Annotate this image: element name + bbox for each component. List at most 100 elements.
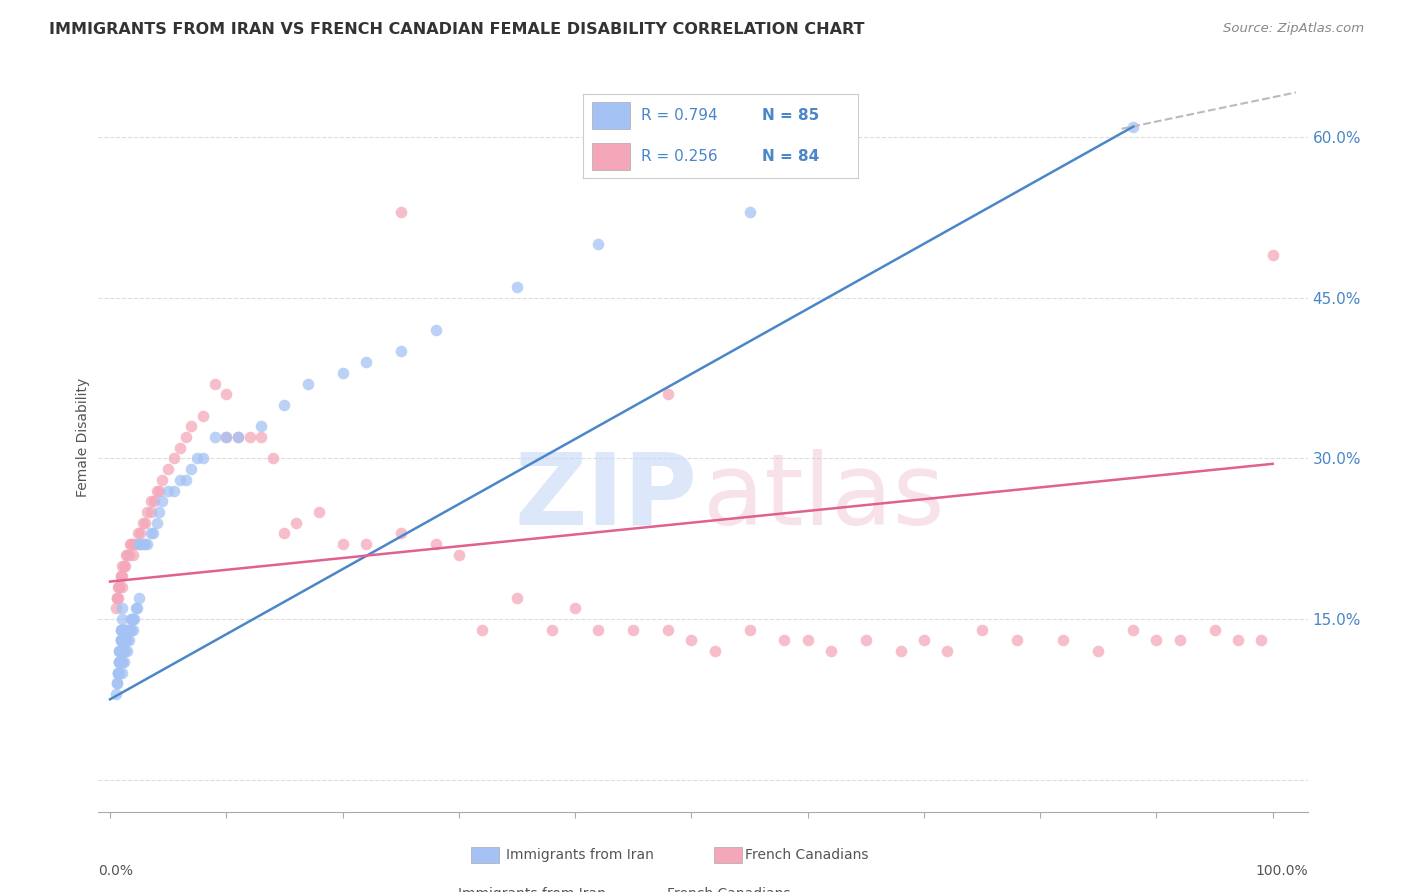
Point bbox=[180, 419, 202, 434]
Point bbox=[110, 644, 132, 658]
Text: Immigrants from Iran: Immigrants from Iran bbox=[506, 847, 654, 862]
Point bbox=[425, 537, 447, 551]
Point bbox=[215, 430, 238, 444]
Point bbox=[129, 537, 152, 551]
Point bbox=[117, 548, 139, 562]
Point bbox=[136, 505, 159, 519]
Point bbox=[588, 623, 610, 637]
Point bbox=[1168, 633, 1191, 648]
Point bbox=[115, 548, 138, 562]
Point bbox=[191, 409, 214, 423]
Point bbox=[118, 537, 141, 551]
Point bbox=[110, 623, 132, 637]
Text: N = 85: N = 85 bbox=[762, 108, 818, 123]
Point bbox=[111, 644, 134, 658]
Point bbox=[111, 655, 134, 669]
Point bbox=[114, 633, 136, 648]
Point bbox=[107, 665, 129, 680]
Point bbox=[471, 623, 494, 637]
Point bbox=[169, 473, 191, 487]
Point bbox=[157, 483, 180, 498]
Point bbox=[111, 569, 134, 583]
Point bbox=[142, 526, 165, 541]
Point bbox=[128, 537, 150, 551]
Point bbox=[506, 280, 529, 294]
Point bbox=[117, 644, 139, 658]
Point bbox=[139, 494, 162, 508]
Point bbox=[139, 505, 162, 519]
Text: French Canadians: French Canadians bbox=[666, 887, 790, 892]
Point bbox=[389, 205, 412, 219]
Point bbox=[105, 676, 128, 690]
Point bbox=[506, 591, 529, 605]
Point bbox=[621, 623, 644, 637]
Point bbox=[1144, 633, 1167, 648]
Point bbox=[124, 612, 146, 626]
Point bbox=[105, 591, 128, 605]
Point bbox=[564, 601, 586, 615]
Point bbox=[110, 569, 132, 583]
Point bbox=[226, 430, 249, 444]
Point bbox=[738, 205, 761, 219]
Point bbox=[1204, 623, 1226, 637]
Text: French Canadians: French Canadians bbox=[745, 847, 869, 862]
Point bbox=[112, 655, 135, 669]
Point bbox=[1122, 120, 1144, 134]
Point bbox=[124, 537, 146, 551]
Point bbox=[112, 644, 135, 658]
Point bbox=[112, 558, 135, 573]
Point bbox=[120, 623, 142, 637]
Point bbox=[262, 451, 284, 466]
Point bbox=[297, 376, 319, 391]
Text: R = 0.794: R = 0.794 bbox=[641, 108, 717, 123]
Point bbox=[108, 655, 131, 669]
Point bbox=[657, 387, 679, 401]
Point bbox=[111, 612, 134, 626]
Point bbox=[180, 462, 202, 476]
Point bbox=[112, 623, 135, 637]
Point bbox=[226, 430, 249, 444]
Point bbox=[1226, 633, 1249, 648]
Point bbox=[425, 323, 447, 337]
Point bbox=[796, 633, 818, 648]
Point bbox=[1052, 633, 1074, 648]
Point bbox=[136, 537, 159, 551]
Point bbox=[681, 633, 703, 648]
Point bbox=[191, 451, 214, 466]
Point bbox=[1261, 248, 1284, 262]
Point bbox=[890, 644, 912, 658]
Point bbox=[354, 537, 377, 551]
Point bbox=[332, 366, 354, 380]
Point bbox=[108, 580, 131, 594]
Point bbox=[104, 601, 127, 615]
Point bbox=[1250, 633, 1272, 648]
Point bbox=[111, 633, 134, 648]
Point bbox=[150, 473, 173, 487]
Point bbox=[139, 526, 162, 541]
Point bbox=[122, 548, 145, 562]
Point bbox=[107, 665, 129, 680]
Point bbox=[108, 644, 131, 658]
Text: ZIP: ZIP bbox=[515, 449, 697, 546]
Point bbox=[110, 644, 132, 658]
Point bbox=[115, 633, 138, 648]
Point bbox=[105, 591, 128, 605]
Point bbox=[131, 516, 153, 530]
Point bbox=[250, 430, 273, 444]
Point bbox=[107, 665, 129, 680]
Point bbox=[111, 558, 134, 573]
Point bbox=[110, 633, 132, 648]
Point bbox=[118, 548, 141, 562]
Point bbox=[120, 612, 142, 626]
Point bbox=[111, 665, 134, 680]
Point bbox=[912, 633, 935, 648]
Point bbox=[148, 505, 170, 519]
Point bbox=[108, 580, 131, 594]
Text: 100.0%: 100.0% bbox=[1256, 864, 1308, 878]
Point bbox=[273, 398, 295, 412]
Point bbox=[104, 687, 127, 701]
Point bbox=[308, 505, 330, 519]
Point bbox=[131, 537, 153, 551]
Point bbox=[107, 580, 129, 594]
Text: R = 0.256: R = 0.256 bbox=[641, 149, 717, 164]
